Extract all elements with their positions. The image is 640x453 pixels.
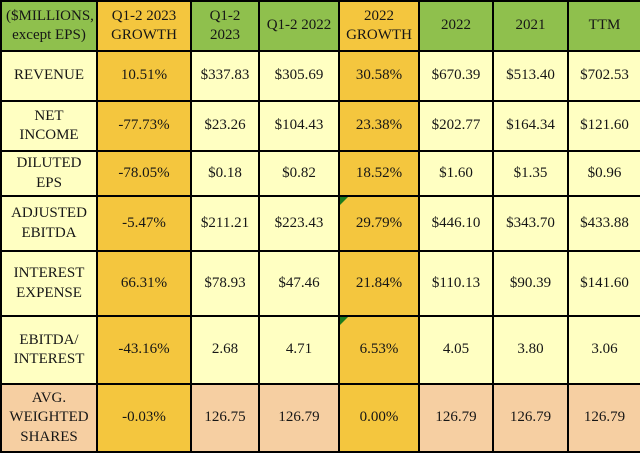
header-2022-growth: 2022 GROWTH bbox=[338, 0, 420, 52]
value-cell: 4.05 bbox=[418, 315, 494, 385]
header-row: ($MILLIONS, except EPS) Q1-2 2023 GROWTH… bbox=[0, 0, 640, 52]
value-cell: $1.60 bbox=[418, 150, 494, 197]
header-2022: 2022 bbox=[418, 0, 494, 52]
value-cell: $121.60 bbox=[567, 100, 640, 152]
growth-cell: 18.52% bbox=[338, 150, 420, 197]
table-row-net-income: NET INCOME -77.73% $23.26 $104.43 23.38%… bbox=[0, 100, 640, 152]
growth-value: 29.79% bbox=[355, 214, 403, 231]
row-label: REVENUE bbox=[0, 50, 98, 102]
growth-cell: 29.79% bbox=[338, 195, 420, 252]
value-cell: 3.80 bbox=[492, 315, 569, 385]
value-cell: $702.53 bbox=[567, 50, 640, 102]
header-q12-2023-growth: Q1-2 2023 GROWTH bbox=[96, 0, 192, 52]
value-cell: 3.06 bbox=[567, 315, 640, 385]
value-cell: $0.96 bbox=[567, 150, 640, 197]
value-cell: $23.26 bbox=[190, 100, 260, 152]
value-cell: $164.34 bbox=[492, 100, 569, 152]
value-cell: $343.70 bbox=[492, 195, 569, 252]
excel-flag-triangle-icon bbox=[341, 318, 348, 325]
growth-cell: 10.51% bbox=[96, 50, 192, 102]
growth-cell: -5.47% bbox=[96, 195, 192, 252]
row-label: NET INCOME bbox=[0, 100, 98, 152]
header-2021: 2021 bbox=[492, 0, 569, 52]
value-cell: 126.79 bbox=[258, 383, 340, 453]
table-row-adjusted-ebitda: ADJUSTED EBITDA -5.47% $211.21 $223.43 2… bbox=[0, 195, 640, 252]
growth-cell: -43.16% bbox=[96, 315, 192, 385]
value-cell: 126.79 bbox=[567, 383, 640, 453]
value-cell: $305.69 bbox=[258, 50, 340, 102]
value-cell: $670.39 bbox=[418, 50, 494, 102]
table-row-ebitda-interest: EBITDA/ INTEREST -43.16% 2.68 4.71 6.53%… bbox=[0, 315, 640, 385]
table-row-avg-weighted-shares: AVG. WEIGHTED SHARES -0.03% 126.75 126.7… bbox=[0, 383, 640, 453]
header-unit-note: ($MILLIONS, except EPS) bbox=[0, 0, 98, 52]
growth-cell: 6.53% bbox=[338, 315, 420, 385]
value-cell: $211.21 bbox=[190, 195, 260, 252]
value-cell: 126.79 bbox=[418, 383, 494, 453]
table-row-interest-expense: INTEREST EXPENSE 66.31% $78.93 $47.46 21… bbox=[0, 250, 640, 317]
value-cell: 2.68 bbox=[190, 315, 260, 385]
value-cell: $1.35 bbox=[492, 150, 569, 197]
value-cell: $90.39 bbox=[492, 250, 569, 317]
row-label: INTEREST EXPENSE bbox=[0, 250, 98, 317]
growth-cell: 30.58% bbox=[338, 50, 420, 102]
growth-cell: -77.73% bbox=[96, 100, 192, 152]
value-cell: $433.88 bbox=[567, 195, 640, 252]
row-label: EBITDA/ INTEREST bbox=[0, 315, 98, 385]
value-cell: $337.83 bbox=[190, 50, 260, 102]
value-cell: $0.18 bbox=[190, 150, 260, 197]
value-cell: 4.71 bbox=[258, 315, 340, 385]
value-cell: $78.93 bbox=[190, 250, 260, 317]
table-row-diluted-eps: DILUTED EPS -78.05% $0.18 $0.82 18.52% $… bbox=[0, 150, 640, 197]
row-label: ADJUSTED EBITDA bbox=[0, 195, 98, 252]
table-row-revenue: REVENUE 10.51% $337.83 $305.69 30.58% $6… bbox=[0, 50, 640, 102]
excel-flag-triangle-icon bbox=[341, 198, 348, 205]
row-label: AVG. WEIGHTED SHARES bbox=[0, 383, 98, 453]
header-q12-2022: Q1-2 2022 bbox=[258, 0, 340, 52]
growth-cell: 23.38% bbox=[338, 100, 420, 152]
growth-cell: -78.05% bbox=[96, 150, 192, 197]
value-cell: $141.60 bbox=[567, 250, 640, 317]
value-cell: $446.10 bbox=[418, 195, 494, 252]
value-cell: $202.77 bbox=[418, 100, 494, 152]
value-cell: $104.43 bbox=[258, 100, 340, 152]
growth-cell: 66.31% bbox=[96, 250, 192, 317]
growth-value: 6.53% bbox=[359, 341, 399, 358]
header-ttm: TTM bbox=[567, 0, 640, 52]
value-cell: $47.46 bbox=[258, 250, 340, 317]
growth-cell: 21.84% bbox=[338, 250, 420, 317]
growth-cell: 0.00% bbox=[338, 383, 420, 453]
value-cell: $110.13 bbox=[418, 250, 494, 317]
value-cell: 126.79 bbox=[492, 383, 569, 453]
value-cell: $0.82 bbox=[258, 150, 340, 197]
value-cell: $513.40 bbox=[492, 50, 569, 102]
header-q12-2023: Q1-2 2023 bbox=[190, 0, 260, 52]
growth-cell: -0.03% bbox=[96, 383, 192, 453]
row-label: DILUTED EPS bbox=[0, 150, 98, 197]
value-cell: 126.75 bbox=[190, 383, 260, 453]
value-cell: $223.43 bbox=[258, 195, 340, 252]
